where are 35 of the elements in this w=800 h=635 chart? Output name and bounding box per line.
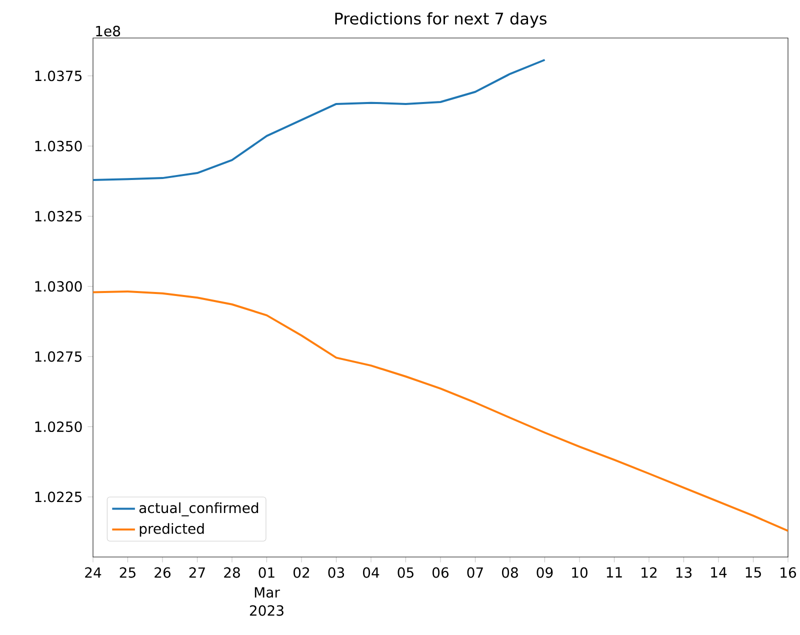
x-tick-label: 06: [432, 567, 449, 578]
x-tick-label: 08: [502, 567, 518, 578]
x-tick-label: 05: [398, 567, 414, 578]
line-series: [93, 58, 546, 182]
legend-label: predicted: [140, 523, 204, 537]
x-tick-label: 13: [676, 567, 692, 578]
x-tick-label: 10: [572, 567, 588, 578]
y-tick-label: 1.0375: [35, 70, 82, 82]
x-tick-label: 12: [642, 567, 657, 578]
text: Mar: [254, 587, 280, 598]
x-tick-label: 01: [258, 567, 274, 578]
y-tick-label: 1.0250: [35, 421, 82, 432]
x-tick-label: 07: [467, 567, 483, 578]
x-tick-label: 04: [363, 567, 380, 578]
y-tick-label: 1.0275: [35, 351, 82, 362]
x-tick-label: 03: [328, 567, 344, 578]
y-tick-label: 1.0325: [35, 210, 82, 222]
y-tick-label: 1.0350: [35, 140, 82, 152]
x-tick-label: 28: [224, 567, 240, 578]
y-tick-label: 1.0300: [35, 281, 82, 292]
x-tick-label: 11: [606, 567, 622, 578]
y-tick-label: 1.0225: [35, 492, 82, 502]
x-tick-label: 02: [294, 567, 310, 578]
x-tick-label: 09: [536, 567, 553, 578]
x-tick-label: 24: [85, 567, 102, 578]
x-tick-label: 14: [711, 567, 727, 578]
x-tick-label: 27: [189, 567, 205, 578]
x-tick-label: 26: [154, 567, 171, 578]
x-tick-label: 15: [746, 567, 761, 578]
chart-title: Predictions for next 7 days: [335, 12, 547, 28]
text: 2023: [250, 605, 284, 616]
legend-label: actual_confirmed: [139, 502, 258, 516]
text: 1e8: [96, 26, 120, 36]
x-tick-label: 16: [780, 567, 796, 578]
x-tick-label: 25: [120, 567, 136, 578]
